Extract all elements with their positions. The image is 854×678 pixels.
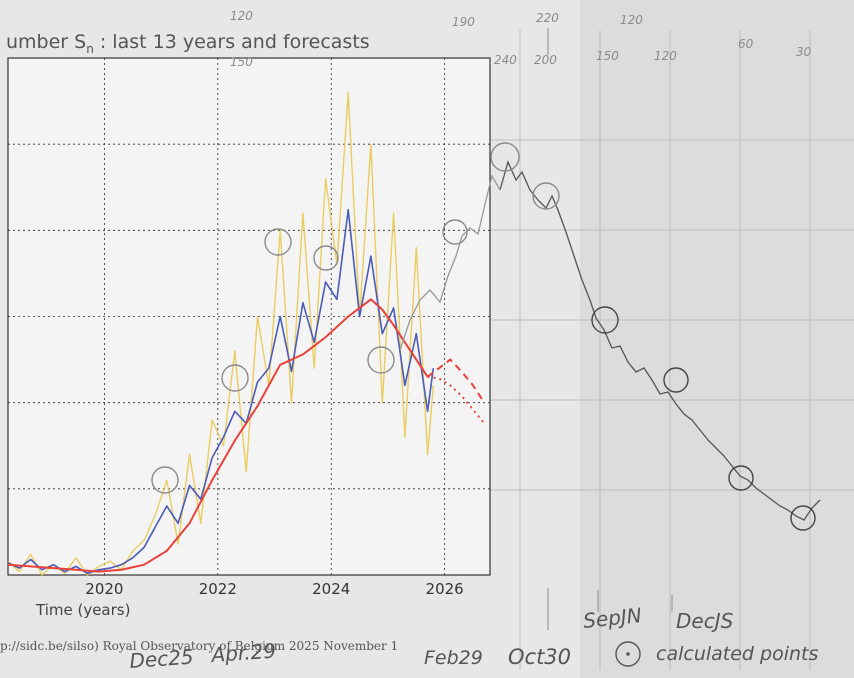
y-gridlines	[8, 143, 490, 490]
hand-number: 150	[596, 49, 619, 63]
series-4-line	[427, 375, 486, 424]
hand-number: 120	[654, 49, 677, 63]
hand-forecast-line	[399, 174, 501, 351]
hand-date-label: DecJS	[676, 609, 734, 633]
calculated-point-marker	[151, 466, 179, 494]
hand-date-label: Dec25	[129, 645, 195, 673]
hand-date-label: Apr.29	[209, 639, 277, 668]
hand-date-label: SepJN	[582, 603, 643, 633]
legend-circle-icon	[615, 641, 641, 667]
credit-line: p://sidc.be/silso) Royal Observatory of …	[0, 639, 398, 653]
hand-forecast-line	[499, 160, 821, 521]
handwritten-overlay: 120 190 220 120 60 30 150 240 200 150 12…	[129, 9, 821, 673]
legend-dot-icon	[626, 652, 630, 656]
hand-number: 190	[452, 15, 475, 29]
hand-number: 120	[230, 9, 253, 23]
calculated-point-marker	[264, 228, 292, 256]
series-layer	[7, 91, 486, 576]
calculated-point-marker	[367, 346, 395, 374]
chart-title: umber Sn : last 13 years and forecasts	[6, 31, 370, 56]
x-tick-label: 2022	[199, 580, 237, 598]
x-tick-label: 2026	[426, 580, 464, 598]
x-axis-label: Time (years)	[35, 601, 130, 619]
calculated-point-marker	[313, 245, 339, 271]
hand-number: 220	[536, 11, 559, 25]
hand-number: 30	[796, 45, 812, 59]
calculated-point-marker	[591, 306, 619, 334]
x-tick-labels: 2020 2022 2024 2026	[85, 580, 463, 598]
hand-date-label: Oct30	[508, 645, 571, 669]
hand-number: 60	[738, 37, 754, 51]
series-0-line	[7, 91, 434, 576]
calculated-point-marker	[490, 142, 520, 172]
x-tick-label: 2020	[85, 580, 123, 598]
hand-number: 240	[494, 53, 517, 67]
hand-number: 150	[230, 55, 253, 69]
x-tick-label: 2024	[312, 580, 350, 598]
calculated-point-marker	[728, 465, 754, 491]
series-1-line	[7, 208, 435, 575]
calculated-point-marker	[790, 505, 816, 531]
calculated-point-marker	[221, 364, 249, 392]
hand-number: 120	[620, 13, 643, 27]
calculated-point-marker	[663, 367, 689, 393]
calculated-point-marker	[532, 182, 560, 210]
calculated-point-marker	[442, 219, 468, 245]
hand-date-label: Feb29	[424, 647, 483, 669]
series-3-line	[426, 358, 486, 404]
hand-number: 200	[534, 53, 557, 67]
series-2-line	[7, 298, 429, 573]
hand-legend-label: calculated points	[656, 643, 818, 665]
